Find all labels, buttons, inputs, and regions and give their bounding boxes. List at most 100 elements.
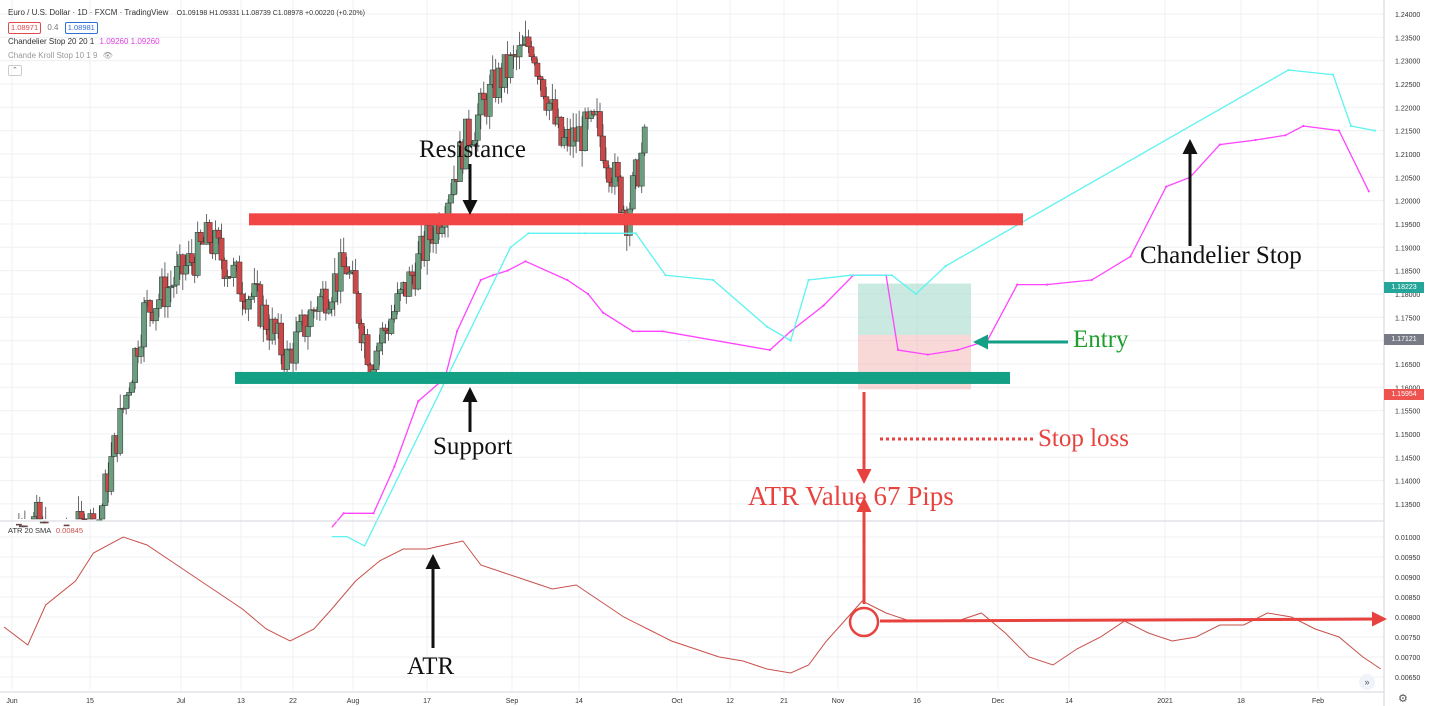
- time-tick-label: Oct: [672, 698, 683, 705]
- candle-body: [78, 511, 85, 519]
- candle: [90, 507, 97, 520]
- candle-body: [117, 407, 124, 454]
- candle-body: [600, 135, 606, 161]
- resistance-line: [249, 213, 1023, 226]
- symbol-title: Euro / U.S. Dollar · 1D · FXCM · Trading…: [8, 8, 169, 17]
- chandelier-stop-line-point: [506, 269, 509, 272]
- price-tick-label: 1.21000: [1395, 152, 1420, 159]
- candle-body: [340, 252, 347, 268]
- chandelier-stop-line-point: [566, 278, 569, 282]
- symbol-row: Euro / U.S. Dollar · 1D · FXCM · Trading…: [8, 6, 365, 21]
- candle-body: [376, 342, 383, 352]
- chandelier-long-line: [331, 69, 1375, 547]
- candle: [638, 142, 645, 194]
- candle-body: [230, 264, 237, 278]
- chevron-up-icon[interactable]: ⌃: [8, 65, 22, 76]
- chandelier-stop-label: Chandelier Stop: [1140, 242, 1302, 269]
- candle: [81, 513, 88, 520]
- candle-body: [278, 322, 284, 356]
- candle: [352, 258, 359, 294]
- chandelier-stop-line-point: [1218, 143, 1221, 146]
- chandelier-stop-line: [331, 125, 1370, 528]
- candle-body: [153, 308, 159, 322]
- chandelier-stop-line-point: [661, 330, 664, 333]
- price-tick-label: 1.15000: [1395, 432, 1420, 439]
- time-tick-label: Feb: [1312, 698, 1324, 705]
- chandelier-long-line-point: [1331, 73, 1335, 76]
- candle-body: [188, 253, 195, 263]
- candle-body: [466, 118, 472, 147]
- ask-box[interactable]: 1.08981: [64, 22, 98, 34]
- candle-body: [618, 176, 624, 213]
- candle: [537, 74, 544, 91]
- candle: [477, 88, 484, 130]
- time-tick-label: Dec: [992, 698, 1005, 705]
- eye-icon[interactable]: 👁: [102, 51, 113, 60]
- candle-body: [352, 270, 359, 294]
- chandelier-stop-line-point: [1016, 283, 1019, 286]
- candle: [153, 307, 159, 331]
- price-tick-label: 1.19500: [1395, 222, 1420, 229]
- candle-body: [305, 326, 311, 337]
- chandelier-stop-line-point: [1337, 129, 1341, 132]
- chandelier-stop-line-point: [393, 465, 396, 468]
- time-tick-label: Nov: [832, 698, 845, 705]
- chandelier-stop-line-point: [1367, 190, 1370, 193]
- candle-body: [173, 266, 180, 286]
- chandelier-stop-line-point: [768, 348, 771, 352]
- stop-price-badge: 1.15954: [1384, 389, 1424, 400]
- candle: [141, 297, 147, 363]
- indicator2-name[interactable]: Chande Kroll Stop 10 1 9: [8, 51, 98, 60]
- candle: [394, 282, 401, 315]
- chandelier-long-line-point: [509, 246, 512, 249]
- scroll-to-end-button[interactable]: »: [1359, 674, 1375, 690]
- candle-body: [388, 318, 395, 334]
- chandelier-long-line-point: [527, 232, 530, 235]
- profit-zone-box: [858, 283, 971, 335]
- settings-gear-icon[interactable]: ⚙: [1398, 693, 1408, 705]
- price-tick-label: 1.22500: [1395, 82, 1420, 89]
- time-tick-label: 21: [780, 698, 788, 705]
- candle-body: [528, 46, 535, 57]
- chandelier-stop-line-point: [479, 278, 482, 282]
- candle: [618, 175, 624, 216]
- candle: [603, 147, 609, 179]
- candle-body: [606, 167, 612, 183]
- candle: [16, 513, 22, 526]
- candle-body: [30, 516, 37, 520]
- candle-body: [325, 308, 332, 314]
- candle: [415, 241, 422, 291]
- candle-body: [355, 293, 362, 324]
- time-tick-label: 22: [289, 698, 297, 705]
- price-tick-label: 1.13500: [1395, 502, 1420, 509]
- candle: [406, 266, 413, 297]
- candle-body: [346, 271, 353, 275]
- price-tick-label: 1.16000: [1395, 385, 1420, 392]
- entry-price-badge: 1.17121: [1384, 334, 1424, 345]
- candle: [126, 387, 133, 409]
- bid-box[interactable]: 1.08971: [8, 22, 42, 34]
- candle-body: [218, 237, 225, 261]
- atr-label[interactable]: ATR 20 SMA: [8, 526, 51, 535]
- candle-body: [284, 348, 290, 370]
- atr-tick-label: 0.01000: [1395, 535, 1420, 542]
- candle: [278, 314, 284, 365]
- chandelier-long-line-point: [944, 264, 947, 268]
- candle: [364, 328, 371, 367]
- chandelier-stop-line-point: [455, 330, 459, 333]
- chandelier-stop-line-point: [491, 274, 494, 277]
- indicator1-name[interactable]: Chandelier Stop 20 20 1: [8, 37, 95, 46]
- atr-tick-label: 0.00750: [1395, 635, 1420, 642]
- candle-body: [263, 304, 270, 330]
- candle-body: [415, 253, 422, 290]
- candle-body: [394, 293, 401, 312]
- candle: [597, 102, 603, 148]
- candle: [117, 394, 124, 456]
- indicator1-values: 1.09260 1.09260: [99, 37, 160, 46]
- price-tick-label: 1.14500: [1395, 455, 1420, 462]
- chandelier-stop-line-point: [631, 330, 634, 333]
- atr-level-arrow: [879, 611, 1387, 627]
- chandelier-stop-line-point: [524, 260, 527, 263]
- price-tick-label: 1.20000: [1395, 199, 1420, 206]
